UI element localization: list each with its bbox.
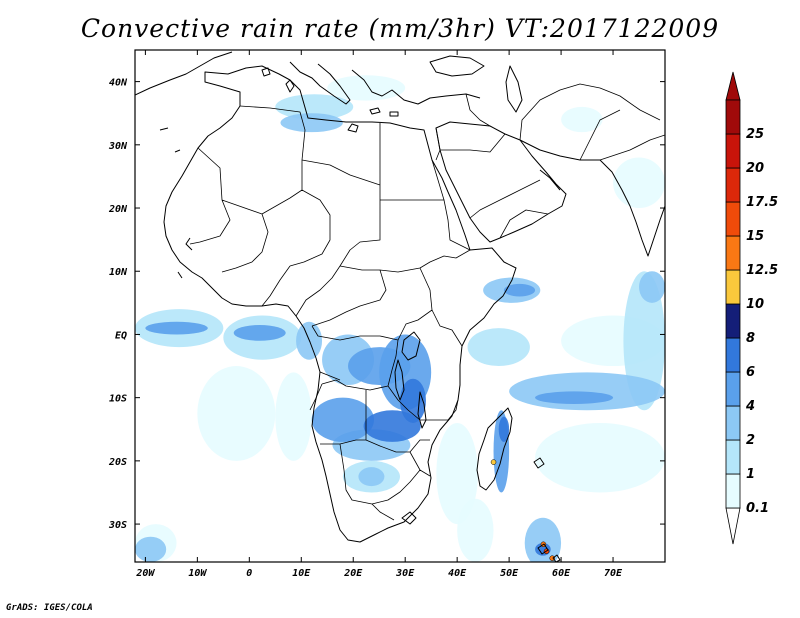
lat-tick-label: 10N: [109, 267, 128, 278]
rain-patch: [275, 94, 354, 120]
lon-tick-label: 30E: [395, 568, 415, 579]
lon-tick-label: 60E: [552, 568, 571, 579]
colorbar-swatch: [725, 405, 741, 441]
rain-patch: [613, 157, 665, 209]
lon-tick-label: 10W: [188, 568, 207, 579]
lat-tick-label: 30N: [108, 141, 128, 152]
map-axes: 20W 10W 0 10E 20E 30E 40E 50E 60E 70E 40N 30N 20N 10N…: [108, 50, 665, 579]
rain-field: [135, 75, 665, 562]
rain-patch: [363, 410, 421, 442]
lon-tick-label: 20E: [343, 568, 363, 579]
lon-tick-label: 10E: [292, 568, 311, 579]
iran-coast: [519, 139, 600, 161]
rain-patch: [457, 498, 494, 562]
colorbar-label: 20: [746, 161, 764, 176]
lon-tick-label: 0: [246, 568, 252, 579]
colorbar-swatch: [725, 201, 741, 237]
colorbar-label: 17.5: [746, 195, 778, 210]
rain-patch: [436, 422, 478, 525]
lat-tick-label: 40N: [109, 78, 128, 89]
lon-tick-label: 50E: [500, 568, 519, 579]
persian-gulf-coast: [539, 169, 561, 191]
colorbar-label: 25: [746, 127, 764, 142]
mediterranean-islands: [261, 67, 399, 133]
rain-patch: [197, 366, 276, 461]
colorbar-swatch: [725, 167, 741, 203]
lat-tick-label: 30S: [108, 520, 127, 531]
rain-patch: [535, 391, 614, 404]
lon-tick-label: 20W: [135, 568, 155, 579]
lon-tick-label: 70E: [604, 568, 623, 579]
chart-title: Convective rain rate (mm/3hr) VT:2017122…: [80, 14, 720, 43]
rain-patch: [467, 328, 530, 367]
africa-coastline: [163, 65, 517, 543]
lat-tick-label: EQ: [115, 330, 127, 341]
india-coastline: [599, 159, 665, 257]
colorbar-label: 12.5: [746, 263, 778, 278]
rain-patch: [535, 422, 665, 493]
lat-tick-label: 20N: [108, 204, 128, 215]
colorbar-swatch: [725, 371, 741, 407]
rain-patch: [503, 283, 536, 297]
lesotho-outline: [401, 511, 417, 525]
colorbar-swatch: [725, 235, 741, 271]
colorbar-label: 15: [746, 229, 764, 244]
colorbar-swatch: [725, 133, 741, 169]
lake-victoria: [401, 331, 421, 361]
coastal-islands: [159, 127, 193, 279]
lake-tanganyika: [394, 359, 405, 401]
rain-patch: [509, 372, 665, 411]
colorbar: 0.1 1 2 4 6 8 10 12.5 15 17.5 20 25: [725, 71, 778, 545]
colorbar-swatch: [725, 473, 741, 509]
colorbar-label: 10: [746, 297, 764, 312]
rain-patch: [145, 321, 208, 335]
colorbar-label: 4: [745, 399, 755, 414]
lake-malawi: [417, 391, 427, 429]
rain-patch: [358, 467, 385, 487]
colorbar-label: 6: [746, 365, 755, 380]
lon-tick-label: 40E: [448, 568, 467, 579]
lat-tick-label: 10S: [109, 394, 127, 405]
colorbar-label: 0.1: [746, 501, 769, 516]
rain-patch: [639, 271, 665, 303]
rain-patch: [311, 397, 375, 442]
colorbar-bottom-cap: [725, 507, 741, 545]
rain-peak-marker: [490, 459, 497, 465]
footer-credit: GrADS: IGES/COLA: [6, 603, 93, 613]
country-borders: [189, 83, 665, 521]
madagascar-coastline: [476, 407, 513, 491]
colorbar-label: 1: [746, 467, 755, 482]
rain-patch: [498, 416, 510, 442]
rain-patch: [275, 372, 312, 461]
rain-patch: [135, 536, 167, 562]
caspian-sea: [505, 65, 523, 113]
colorbar-swatch: [725, 439, 741, 475]
colorbar-label: 2: [746, 433, 755, 448]
colorbar-label: 8: [746, 331, 755, 346]
rain-patch: [400, 378, 426, 423]
rain-patch: [280, 113, 343, 133]
rain-patch: [327, 75, 406, 101]
map-frame: [134, 49, 666, 563]
indian-ocean-islands: [533, 457, 561, 562]
black-sea: [429, 55, 485, 77]
europe-coastline: [135, 51, 481, 105]
lat-tick-label: 20S: [108, 457, 127, 468]
rain-patch: [623, 271, 665, 411]
rain-patch: [233, 324, 286, 341]
colorbar-top-cap: [725, 71, 741, 101]
rain-patch: [561, 106, 603, 133]
colorbar-swatch: [725, 337, 741, 373]
rain-patch: [524, 517, 562, 562]
colorbar-swatch: [725, 269, 741, 305]
colorbar-swatch: [725, 303, 741, 339]
colorbar-swatch: [725, 99, 741, 135]
